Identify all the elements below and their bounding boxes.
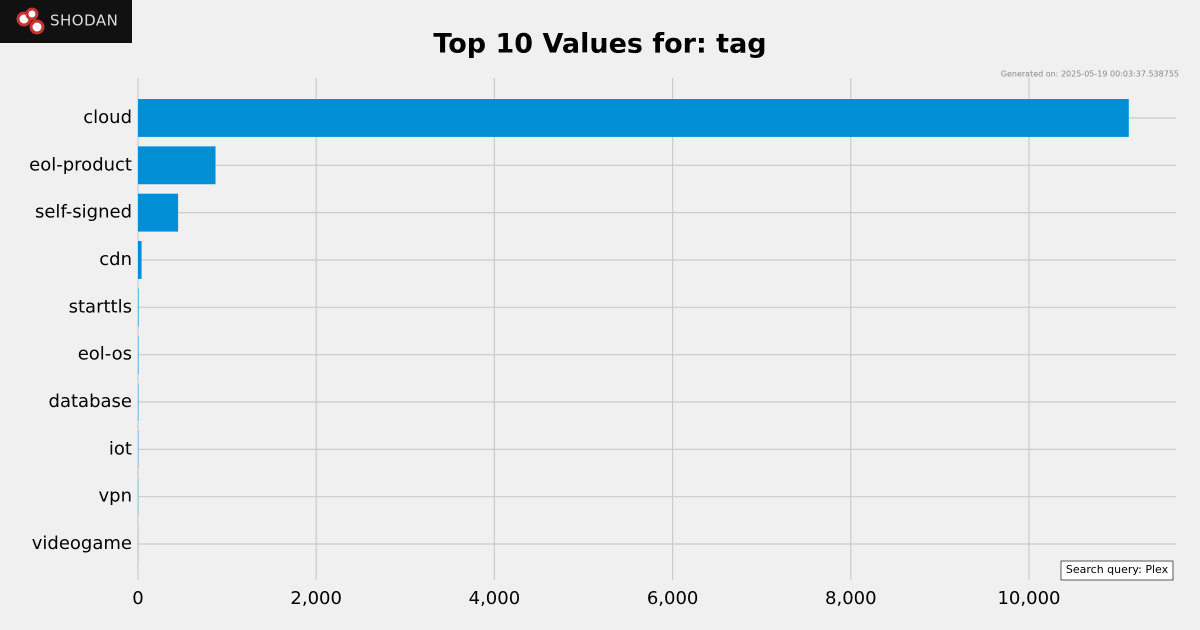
query-box — [1060, 560, 1174, 581]
x-tick-label: 8,000 — [825, 588, 877, 609]
y-tick-label: eol-product — [29, 154, 132, 175]
y-tick-label: videogame — [32, 533, 132, 554]
y-tick-label: database — [49, 391, 132, 412]
x-tick-label: 0 — [132, 588, 143, 609]
bar — [138, 99, 1129, 137]
logo-text: SHODAN — [50, 12, 118, 30]
generated-note: Generated on: 2025-05-19 00:03:37.538755 — [1001, 70, 1179, 79]
y-tick-label: cdn — [99, 249, 132, 270]
query-note: Search query: Plex — [1066, 563, 1169, 576]
bar — [138, 288, 139, 327]
bar — [138, 193, 179, 232]
y-tick-label: eol-os — [78, 344, 132, 365]
x-tick-label: 4,000 — [469, 588, 521, 609]
bar — [138, 241, 142, 279]
logo-dot — [25, 7, 39, 21]
chart-title: Top 10 Values for: tag — [433, 29, 766, 60]
y-tick-label: self-signed — [35, 202, 132, 223]
y-tick-label: cloud — [83, 107, 132, 128]
x-tick-label: 6,000 — [647, 588, 699, 609]
logo-dot — [29, 19, 45, 35]
bar — [138, 146, 216, 185]
y-tick-label: iot — [109, 438, 132, 459]
x-tick-label: 10,000 — [997, 588, 1060, 609]
logo: SHODAN — [0, 0, 132, 43]
y-tick-label: vpn — [99, 486, 133, 507]
y-tick-label: starttls — [69, 296, 132, 317]
x-tick-label: 2,000 — [290, 588, 342, 609]
